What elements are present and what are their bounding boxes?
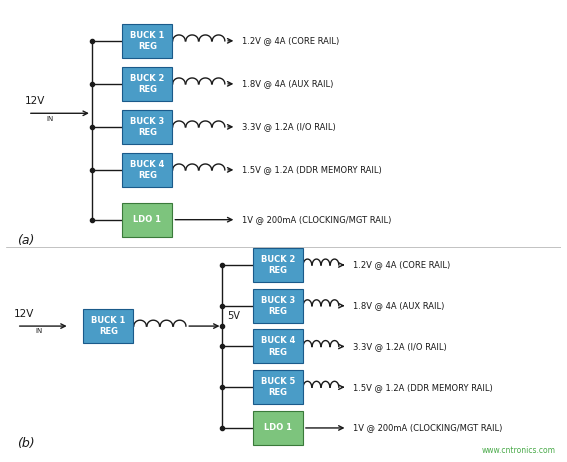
Text: IN: IN <box>35 328 43 334</box>
Text: 12V: 12V <box>14 309 35 319</box>
FancyBboxPatch shape <box>253 248 303 282</box>
Text: 1.5V @ 1.2A (DDR MEMORY RAIL): 1.5V @ 1.2A (DDR MEMORY RAIL) <box>353 383 493 392</box>
Text: LDO 1: LDO 1 <box>264 424 292 432</box>
Text: BUCK 1
REG: BUCK 1 REG <box>130 31 164 51</box>
Text: (b): (b) <box>17 438 35 450</box>
FancyBboxPatch shape <box>122 24 172 58</box>
Text: BUCK 2
REG: BUCK 2 REG <box>261 255 295 275</box>
Text: LDO 1: LDO 1 <box>133 215 162 224</box>
Text: 1.2V @ 4A (CORE RAIL): 1.2V @ 4A (CORE RAIL) <box>353 261 450 269</box>
Text: IN: IN <box>46 116 53 122</box>
FancyBboxPatch shape <box>253 370 303 404</box>
Text: 3.3V @ 1.2A (I/O RAIL): 3.3V @ 1.2A (I/O RAIL) <box>242 122 336 131</box>
Text: 1.2V @ 4A (CORE RAIL): 1.2V @ 4A (CORE RAIL) <box>242 36 339 45</box>
FancyBboxPatch shape <box>253 289 303 322</box>
Text: BUCK 2
REG: BUCK 2 REG <box>130 74 164 94</box>
Text: 12V: 12V <box>25 97 45 106</box>
Text: 5V: 5V <box>227 310 240 321</box>
FancyBboxPatch shape <box>253 411 303 445</box>
Text: BUCK 3
REG: BUCK 3 REG <box>261 296 295 316</box>
Text: BUCK 5
REG: BUCK 5 REG <box>261 377 295 397</box>
Text: BUCK 4
REG: BUCK 4 REG <box>130 160 164 180</box>
Text: (a): (a) <box>17 234 34 247</box>
Text: BUCK 4
REG: BUCK 4 REG <box>261 336 295 357</box>
Text: 1.5V @ 1.2A (DDR MEMORY RAIL): 1.5V @ 1.2A (DDR MEMORY RAIL) <box>242 165 382 174</box>
Text: 3.3V @ 1.2A (I/O RAIL): 3.3V @ 1.2A (I/O RAIL) <box>353 342 447 351</box>
Text: BUCK 1
REG: BUCK 1 REG <box>91 316 126 336</box>
Text: 1.8V @ 4A (AUX RAIL): 1.8V @ 4A (AUX RAIL) <box>242 79 333 88</box>
Text: 1V @ 200mA (CLOCKING/MGT RAIL): 1V @ 200mA (CLOCKING/MGT RAIL) <box>353 424 502 432</box>
FancyBboxPatch shape <box>122 203 172 237</box>
FancyBboxPatch shape <box>122 67 172 101</box>
FancyBboxPatch shape <box>122 153 172 187</box>
Text: BUCK 3
REG: BUCK 3 REG <box>130 117 164 137</box>
FancyBboxPatch shape <box>83 309 133 343</box>
FancyBboxPatch shape <box>253 329 303 364</box>
Text: www.cntronics.com: www.cntronics.com <box>482 446 556 455</box>
Text: 1.8V @ 4A (AUX RAIL): 1.8V @ 4A (AUX RAIL) <box>353 301 445 310</box>
FancyBboxPatch shape <box>122 110 172 144</box>
Text: 1V @ 200mA (CLOCKING/MGT RAIL): 1V @ 200mA (CLOCKING/MGT RAIL) <box>242 215 391 224</box>
